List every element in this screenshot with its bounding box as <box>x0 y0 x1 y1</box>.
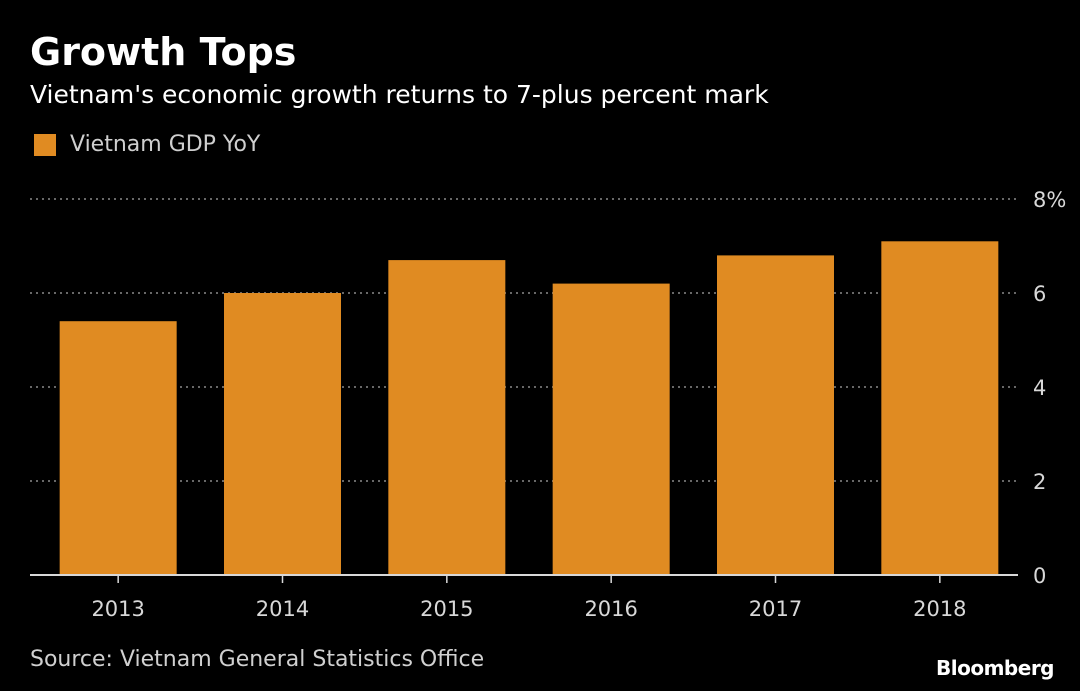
x-tick-label: 2017 <box>749 597 802 621</box>
chart-title: Growth Tops <box>30 30 297 74</box>
bars <box>59 241 999 576</box>
y-tick-label: 6 <box>1033 282 1046 306</box>
y-tick-label: 8% <box>1033 188 1066 212</box>
x-tick-label: 2016 <box>584 597 637 621</box>
y-tick-label: 0 <box>1033 564 1046 588</box>
bar-2017 <box>717 255 834 575</box>
bloomberg-logo: Bloomberg <box>936 656 1054 680</box>
chart-subtitle: Vietnam's economic growth returns to 7-p… <box>30 80 769 109</box>
bar-2013 <box>59 321 177 575</box>
x-axis-tick-labels: 2013 2014 2015 2016 2017 2018 <box>91 597 966 621</box>
bar-2018 <box>881 241 999 576</box>
x-tick-label: 2014 <box>256 597 309 621</box>
x-axis <box>30 574 1018 583</box>
y-tick-label: 2 <box>1033 470 1046 494</box>
x-tick-label: 2015 <box>420 597 473 621</box>
legend: Vietnam GDP YoY <box>34 130 260 160</box>
y-axis-tick-labels: 0 2 4 6 8% <box>1033 188 1066 588</box>
bar-2015 <box>388 260 506 575</box>
gridlines <box>30 198 1018 482</box>
x-tick-label: 2018 <box>913 597 966 621</box>
legend-swatch <box>34 134 56 156</box>
bar-2014 <box>224 293 341 575</box>
source-note: Source: Vietnam General Statistics Offic… <box>30 647 485 672</box>
y-tick-label: 4 <box>1033 376 1046 400</box>
legend-label: Vietnam GDP YoY <box>70 132 261 157</box>
bar-2016 <box>552 283 670 575</box>
x-tick-label: 2013 <box>91 597 144 621</box>
